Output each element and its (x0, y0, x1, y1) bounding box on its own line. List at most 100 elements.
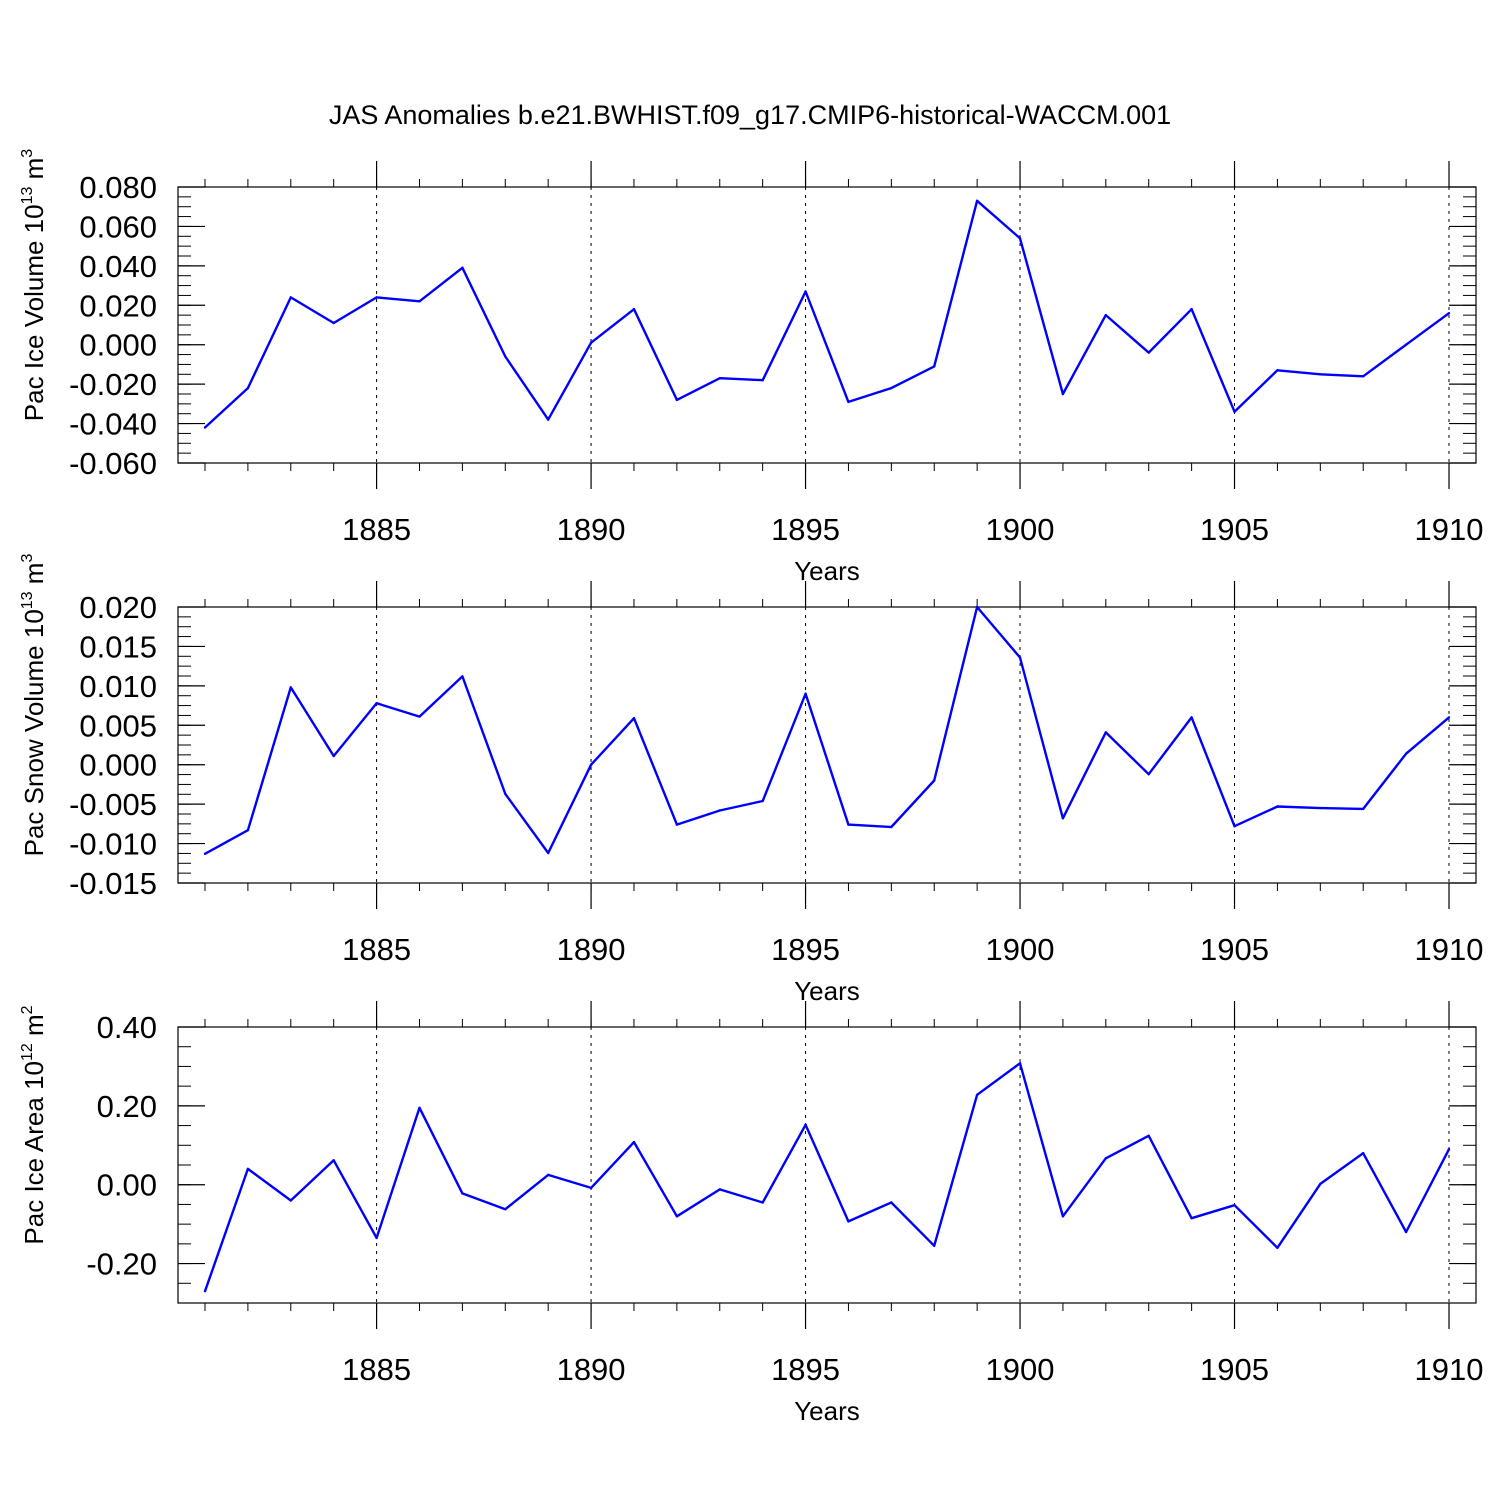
data-point (933, 365, 936, 368)
data-point (418, 1106, 421, 1110)
data-point (1104, 313, 1108, 317)
data-point (675, 398, 679, 402)
data-point (504, 1207, 507, 1211)
data-point (1447, 311, 1451, 315)
data-point (804, 1123, 807, 1126)
data-point (1147, 772, 1150, 776)
y-tick-label: -0.015 (69, 866, 157, 901)
data-point (332, 1159, 335, 1162)
data-point (675, 1215, 679, 1218)
data-point (1190, 308, 1193, 311)
plot-frame (177, 1026, 1477, 1304)
data-point (1018, 237, 1022, 240)
data-point (375, 702, 378, 705)
data-point (1319, 1182, 1322, 1186)
data-point (761, 1201, 764, 1204)
data-point (933, 1244, 936, 1248)
x-tick-label: 1910 (1415, 512, 1484, 547)
plot-frame (177, 186, 1477, 464)
series-line (203, 1062, 1451, 1292)
data-point (589, 341, 593, 344)
y-tick-label: 0.40 (97, 1010, 157, 1045)
panel-snow-volume: -0.015 -0.010 -0.005 0.000 0.005 0.010 0.015 0.… (19, 554, 1483, 1006)
data-point (1018, 656, 1022, 659)
data-point (246, 828, 250, 832)
x-tick-label: 1905 (1200, 932, 1269, 967)
y-tick-label: 0.080 (79, 170, 157, 205)
data-point (1447, 716, 1451, 719)
data-point (804, 290, 807, 293)
data-point (203, 426, 207, 429)
x-tick-label: 1885 (342, 512, 411, 547)
y-tick-label: 0.040 (79, 249, 157, 284)
x-axis-label: Years (794, 976, 860, 1006)
data-point (1362, 1151, 1365, 1155)
y-tick-label: 0.00 (97, 1168, 157, 1203)
data-point (418, 300, 421, 303)
data-point (890, 825, 893, 829)
x-axis-label: Years (794, 556, 860, 586)
data-point (1233, 1204, 1236, 1207)
y-tick-label: 0.020 (79, 590, 157, 625)
data-point (890, 1201, 893, 1204)
data-point (332, 321, 335, 325)
data-point (847, 400, 850, 404)
data-point (675, 823, 679, 826)
data-point (1404, 752, 1408, 755)
data-point (1276, 805, 1279, 808)
data-point (975, 1093, 979, 1097)
data-point (1190, 1217, 1193, 1220)
data-point (975, 199, 979, 202)
data-point (1061, 1215, 1065, 1218)
data-point (1447, 1148, 1451, 1151)
data-point (632, 308, 636, 311)
data-point (1104, 1157, 1108, 1160)
data-point (461, 1192, 464, 1195)
data-point (1190, 716, 1193, 719)
data-point (332, 754, 335, 758)
y-tick-label: -0.20 (86, 1247, 157, 1282)
x-tick-label: 1900 (986, 932, 1055, 967)
x-axis-label: Years (794, 1396, 860, 1426)
data-point (1276, 1246, 1279, 1250)
x-tick-label: 1890 (557, 1352, 626, 1387)
data-point (933, 779, 936, 782)
data-point (289, 1199, 292, 1202)
data-point (1362, 807, 1365, 811)
x-tick-label: 1905 (1200, 512, 1269, 547)
data-point (289, 686, 292, 689)
y-tick-label: 0.000 (79, 328, 157, 363)
x-tick-label: 1910 (1415, 932, 1484, 967)
x-tick-label: 1905 (1200, 1352, 1269, 1387)
data-point (1104, 731, 1108, 734)
data-point (246, 386, 250, 390)
y-tick-label: -0.020 (69, 367, 157, 402)
x-tick-label: 1900 (986, 1352, 1055, 1387)
y-tick-label: -0.005 (69, 787, 157, 822)
series-line (204, 199, 1450, 429)
data-point (1319, 373, 1322, 376)
data-point (461, 266, 464, 270)
y-axis-label: Pac Snow Volume 1013 m3 (19, 554, 49, 857)
y-tick-label: 0.020 (79, 288, 157, 323)
data-point (1404, 343, 1408, 346)
data-point (1362, 375, 1365, 378)
data-point (847, 1220, 850, 1223)
data-point (246, 1167, 250, 1171)
y-tick-label: 0.015 (79, 629, 157, 664)
data-point (504, 792, 507, 796)
x-tick-label: 1890 (557, 512, 626, 547)
y-tick-label: 0.20 (97, 1089, 157, 1124)
data-point (546, 418, 550, 421)
y-tick-label: -0.010 (69, 827, 157, 862)
data-point (1147, 351, 1150, 354)
data-point (461, 675, 464, 678)
data-point (632, 1140, 636, 1144)
data-point (1061, 392, 1065, 396)
y-tick-label: 0.000 (79, 748, 157, 783)
data-point (1061, 817, 1065, 820)
data-point (1319, 806, 1322, 810)
data-point (890, 386, 893, 390)
data-point (632, 716, 636, 720)
